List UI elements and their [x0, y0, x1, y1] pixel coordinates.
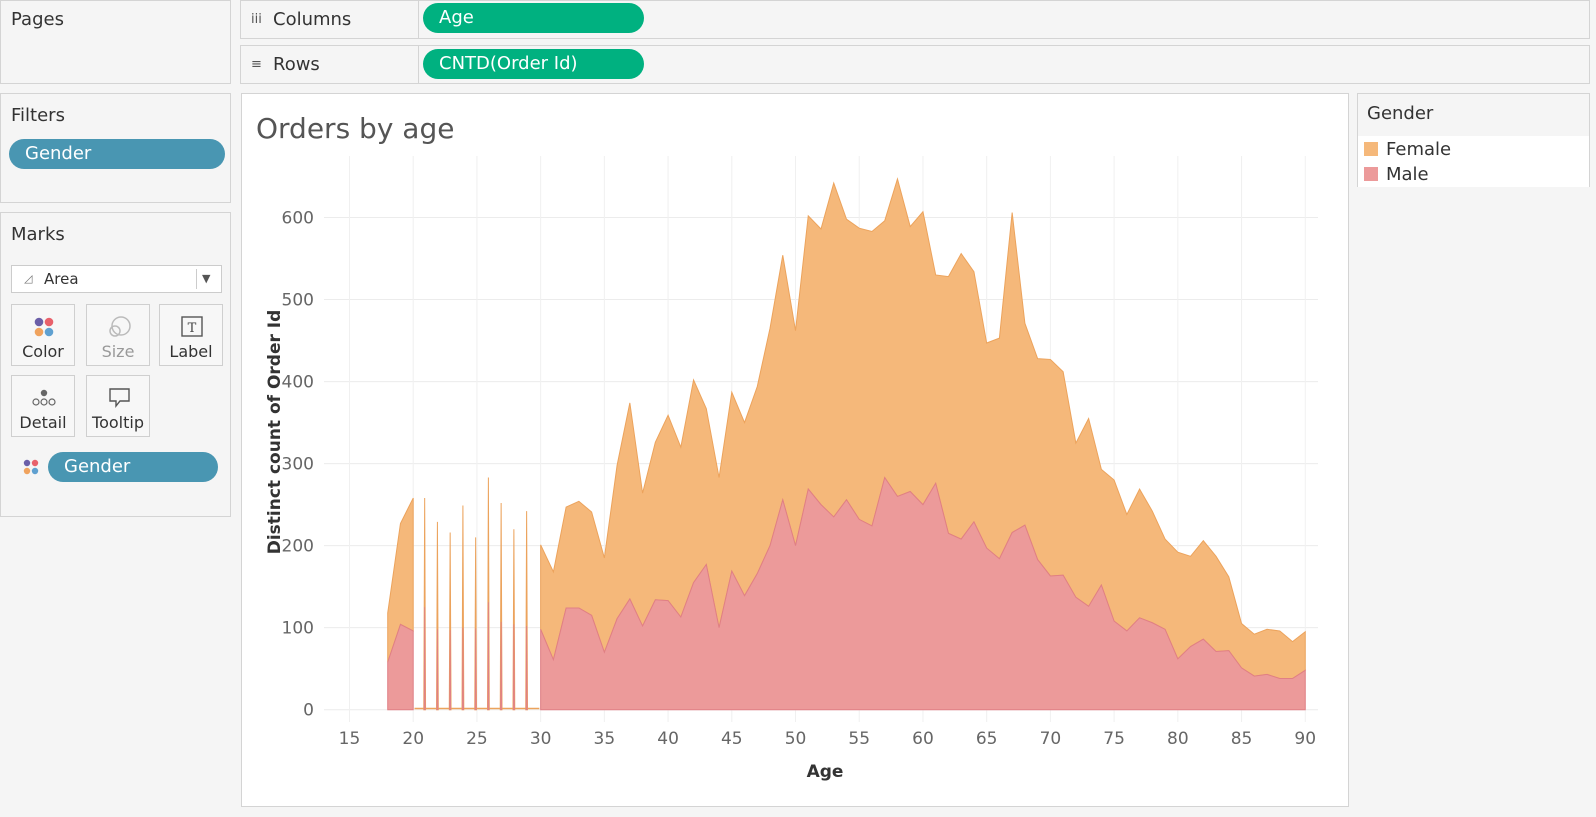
legend-swatch-male: [1364, 167, 1378, 181]
filters-card[interactable]: Filters Gender: [0, 93, 231, 203]
color-encoding-icon: [23, 459, 39, 475]
male-spike: [525, 626, 528, 711]
male-spike: [500, 621, 503, 711]
chevron-down-icon[interactable]: ▼: [202, 272, 211, 285]
male-spike: [449, 630, 452, 711]
marks-card[interactable]: Marks ◿ Area ▼ Color Size T Label Det: [0, 212, 231, 517]
color-button-label: Color: [22, 342, 64, 361]
x-tick-label: 55: [848, 729, 870, 749]
male-spike: [487, 602, 490, 711]
area-series: [387, 177, 1306, 711]
male-area: [387, 623, 414, 711]
pages-card[interactable]: Pages: [0, 0, 231, 84]
male-spike: [423, 607, 426, 711]
tooltip-button-label: Tooltip: [92, 413, 144, 432]
y-tick-label: 0: [303, 701, 314, 721]
rows-pill-cntd-order-id[interactable]: CNTD(Order Id): [423, 49, 644, 79]
x-tick-label: 25: [466, 729, 488, 749]
color-button[interactable]: Color: [11, 304, 75, 366]
y-tick-label: 400: [282, 373, 314, 393]
x-tick-label: 65: [976, 729, 998, 749]
tooltip-button[interactable]: Tooltip: [86, 375, 150, 437]
legend-swatch-female: [1364, 142, 1378, 156]
chart-title: Orders by age: [256, 112, 454, 145]
label-button-label: Label: [169, 342, 213, 361]
color-legend: Gender Female Male: [1357, 93, 1590, 187]
y-tick-label: 300: [282, 455, 314, 475]
filters-title: Filters: [11, 105, 65, 126]
y-tick-label: 100: [282, 619, 314, 639]
x-tick-label: 80: [1167, 729, 1189, 749]
svg-text:T: T: [188, 321, 197, 336]
x-tick-label: 60: [912, 729, 934, 749]
legend-item-male[interactable]: Male: [1364, 163, 1429, 187]
columns-shelf[interactable]: iii Columns Age: [240, 0, 1590, 39]
x-tick-label: 90: [1294, 729, 1316, 749]
legend-label-male: Male: [1386, 164, 1429, 185]
x-tick-label: 35: [594, 729, 616, 749]
pages-title: Pages: [11, 9, 64, 30]
y-tick-label: 500: [282, 291, 314, 311]
legend-title: Gender: [1367, 103, 1434, 124]
mark-type-value: Area: [44, 270, 79, 288]
male-spike: [512, 624, 515, 711]
columns-pill-age[interactable]: Age: [423, 3, 644, 33]
rows-shelf[interactable]: ≡ Rows CNTD(Order Id): [240, 45, 1590, 84]
legend-item-female[interactable]: Female: [1364, 138, 1451, 162]
x-tick-label: 20: [402, 729, 424, 749]
y-tick-label: 200: [282, 537, 314, 557]
male-spike: [474, 628, 477, 711]
detail-button-label: Detail: [19, 413, 67, 432]
columns-icon: iii: [251, 12, 262, 27]
speech-bubble-icon: [109, 388, 130, 408]
axes: 0 100 200 300 400 500 600 15 20 25 30 35 40 45 50 55 60 6…: [282, 209, 1317, 749]
legend-body: Female Male: [1358, 136, 1589, 187]
size-icon: [109, 316, 131, 337]
y-tick-label: 600: [282, 209, 314, 229]
x-tick-label: 50: [785, 729, 807, 749]
y-axis-title: Distinct count of Order Id: [265, 310, 285, 555]
area-chart[interactable]: Orders by age 0 100 200 300 400 500 600 15 20 25 3…: [242, 94, 1348, 806]
area-mark-icon: ◿: [24, 272, 33, 285]
size-button[interactable]: Size: [86, 304, 150, 366]
rows-shelf-label: Rows: [241, 46, 419, 83]
size-button-label: Size: [101, 342, 135, 361]
legend-label-female: Female: [1386, 139, 1452, 160]
x-axis-title: Age: [807, 762, 844, 782]
x-tick-label: 75: [1103, 729, 1125, 749]
color-dots-icon: [34, 317, 54, 337]
x-tick-label: 15: [339, 729, 361, 749]
detail-button[interactable]: Detail: [11, 375, 75, 437]
label-button[interactable]: T Label: [159, 304, 223, 366]
color-pill-gender[interactable]: Gender: [48, 452, 218, 482]
filter-pill-gender[interactable]: Gender: [9, 139, 225, 169]
male-area: [540, 476, 1306, 711]
x-tick-label: 85: [1231, 729, 1253, 749]
x-tick-label: 45: [721, 729, 743, 749]
x-tick-label: 70: [1040, 729, 1062, 749]
rows-icon: ≡: [251, 57, 262, 72]
text-label-icon: T: [181, 316, 203, 337]
detail-icon: [32, 389, 56, 406]
male-spike: [461, 627, 464, 711]
x-tick-label: 40: [657, 729, 679, 749]
x-tick-label: 30: [530, 729, 552, 749]
male-spike: [436, 629, 439, 711]
viz-pane: Orders by age 0 100 200 300 400 500 600 15 20 25 3…: [241, 93, 1349, 807]
marks-title: Marks: [11, 224, 65, 245]
dropdown-divider: [196, 269, 197, 289]
mark-type-dropdown[interactable]: ◿ Area ▼: [11, 265, 222, 293]
columns-shelf-label: Columns: [241, 1, 419, 38]
